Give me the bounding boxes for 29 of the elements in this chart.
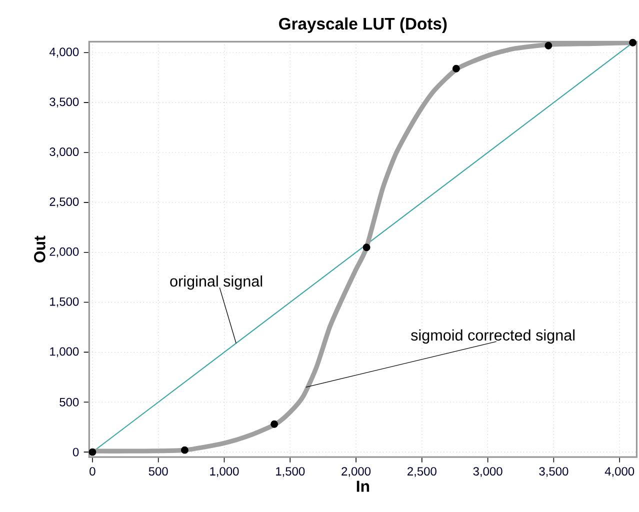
y-tick-label: 2,000 <box>50 247 79 258</box>
y-axis-title: Out <box>34 236 46 262</box>
x-tick-label: 2,500 <box>408 467 436 477</box>
x-tick-label: 1,000 <box>210 467 239 477</box>
y-tick-label: 1,500 <box>50 297 79 308</box>
point <box>544 42 552 50</box>
x-tick-label: 2,000 <box>342 467 371 477</box>
chart-title: Grayscale LUT (Dots) <box>279 17 447 33</box>
x-tick-label: 1,500 <box>276 467 305 477</box>
x-axis-title: In <box>356 480 370 492</box>
y-tick-label: 2,500 <box>50 197 79 208</box>
y-tick-label: 500 <box>60 398 79 406</box>
point <box>88 448 96 456</box>
point <box>180 446 188 454</box>
point <box>270 420 278 428</box>
x-tick-label: 3,500 <box>539 467 568 477</box>
x-tick-label: 3,000 <box>473 467 502 477</box>
y-tick-label: 4,000 <box>49 48 79 58</box>
x-tick-label: 4,000 <box>604 467 634 477</box>
annotation: original signal <box>170 275 262 290</box>
y-tick-label: 3,000 <box>50 148 79 158</box>
y-tick-label: 1,000 <box>50 347 79 358</box>
y-tick-label: 3,500 <box>50 98 79 108</box>
x-tick-label: 0 <box>90 467 96 476</box>
point <box>362 244 370 252</box>
point <box>452 64 460 72</box>
annotation: sigmoid corrected signal <box>410 329 575 344</box>
y-tick-label: 0 <box>72 448 79 456</box>
x-tick-label: 500 <box>148 467 168 476</box>
